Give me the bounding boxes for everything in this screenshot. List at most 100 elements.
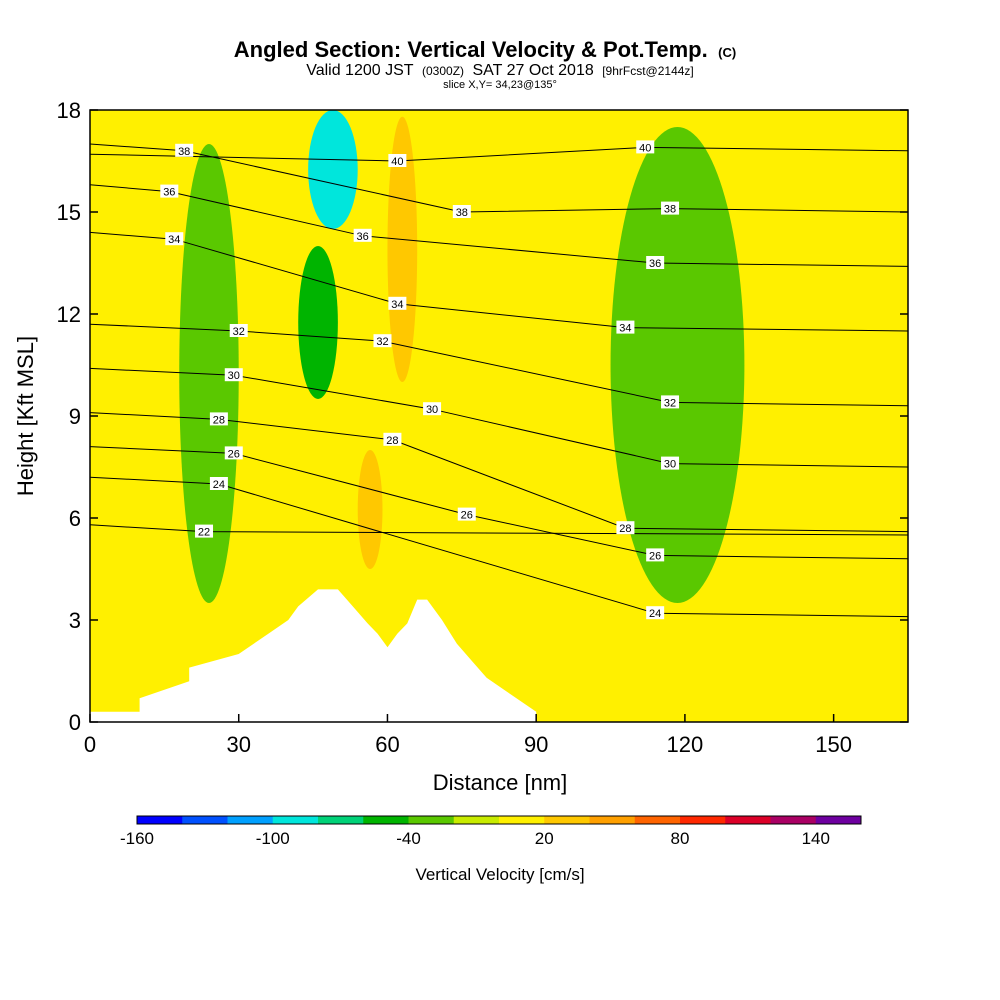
colorbar-swatch bbox=[272, 816, 319, 824]
isentrope-label: 26 bbox=[457, 507, 476, 522]
colorbar-swatch bbox=[634, 816, 681, 824]
title-unit: (C) bbox=[718, 45, 736, 60]
isentrope-label: 32 bbox=[373, 334, 392, 348]
isentrope-label: 24 bbox=[646, 606, 665, 620]
colorbar-swatch bbox=[499, 816, 545, 824]
colorbar-swatch bbox=[453, 816, 500, 824]
colorbar-swatch bbox=[815, 816, 862, 824]
x-tick-label: 90 bbox=[524, 732, 548, 757]
isentrope-label: 30 bbox=[423, 402, 442, 416]
y-tick-label: 9 bbox=[69, 404, 81, 429]
isentrope-label: 36 bbox=[160, 184, 179, 199]
y-tick-label: 6 bbox=[69, 506, 81, 531]
colorbar-swatch bbox=[770, 816, 817, 824]
colorbar-frame bbox=[136, 815, 862, 825]
isentrope-label-text: 28 bbox=[213, 414, 225, 426]
isentrope-label-text: 26 bbox=[461, 510, 473, 522]
isentrope-label: 40 bbox=[388, 154, 407, 168]
colorbar-swatch bbox=[408, 816, 455, 824]
slice-info: slice X,Y= 34,23@135° bbox=[443, 79, 557, 91]
isentrope-labels: 38 36 34 32 30 28 26 24 22 40 38 36 34 32 30 28 26 40 38 36… bbox=[160, 140, 680, 620]
colorbar-swatch bbox=[544, 816, 590, 824]
isentrope-label-text: 30 bbox=[426, 404, 438, 416]
isentrope-label-text: 22 bbox=[198, 527, 210, 539]
isentrope-label: 26 bbox=[646, 548, 665, 562]
isentrope-label-text: 34 bbox=[391, 299, 403, 311]
y-tick-label: 3 bbox=[69, 608, 81, 633]
y-tick-label: 15 bbox=[57, 200, 81, 225]
isentrope-label: 30 bbox=[224, 368, 243, 382]
valid-date: SAT 27 Oct 2018 bbox=[472, 62, 593, 79]
isentrope-label-text: 30 bbox=[664, 459, 676, 471]
isentrope-line bbox=[90, 476, 908, 618]
isentrope-label-text: 26 bbox=[228, 448, 240, 460]
isentrope-label-text: 36 bbox=[163, 187, 175, 199]
isentrope-label: 28 bbox=[383, 432, 402, 447]
isentrope-label: 34 bbox=[165, 232, 184, 246]
colorbar-tick-label: 140 bbox=[802, 829, 830, 848]
valid-utc: (0300Z) bbox=[422, 64, 464, 78]
colorbar-tick-label: 80 bbox=[671, 829, 690, 848]
x-tick-label: 120 bbox=[667, 732, 704, 757]
isentrope-label-text: 38 bbox=[456, 207, 468, 219]
isentrope-label-text: 38 bbox=[664, 204, 676, 216]
isentrope-label: 32 bbox=[661, 395, 680, 409]
isentrope-label: 34 bbox=[388, 296, 407, 311]
plot-area: 38 36 34 32 30 28 26 24 22 40 38 36 34 32 30 28 26 40 38 36… bbox=[90, 110, 908, 722]
colorbar-swatch bbox=[318, 816, 364, 824]
isentrope-label: 24 bbox=[209, 477, 228, 491]
colorbar-swatch bbox=[363, 816, 409, 824]
x-tick-label: 30 bbox=[226, 732, 250, 757]
isentrope-label-text: 40 bbox=[639, 142, 651, 154]
isentrope-label: 36 bbox=[353, 228, 372, 243]
colorbar-swatch bbox=[589, 816, 636, 824]
x-tick-label: 60 bbox=[375, 732, 399, 757]
isentrope-label-text: 32 bbox=[664, 397, 676, 409]
y-tick-label: 12 bbox=[57, 302, 81, 327]
colorbar-tick-label: -40 bbox=[396, 829, 421, 848]
terrain bbox=[90, 589, 537, 722]
colorbar-tick-label: 20 bbox=[535, 829, 554, 848]
isentrope-label-text: 24 bbox=[213, 479, 225, 491]
isentrope-label-text: 38 bbox=[178, 146, 190, 158]
x-axis: 0 30 60 90 120 150 bbox=[84, 714, 852, 757]
colorbar-tick-label: -160 bbox=[120, 829, 154, 848]
velocity-regions bbox=[179, 110, 745, 603]
x-axis-label: Distance [nm] bbox=[433, 770, 568, 795]
isentrope-label-text: 34 bbox=[619, 323, 631, 335]
isentrope-label-text: 28 bbox=[619, 523, 631, 535]
colorbar-swatch bbox=[137, 816, 183, 824]
colorbar-swatch bbox=[680, 816, 726, 824]
x-tick-label: 0 bbox=[84, 732, 96, 757]
velocity-region bbox=[357, 450, 383, 569]
isentrope-line bbox=[90, 146, 908, 162]
svg-text:Valid 1200 JST (0300Z): Valid 1200 JST (0300Z) SAT 27 Oct 2018 [… bbox=[306, 62, 694, 79]
isentrope-label-text: 40 bbox=[391, 156, 403, 168]
isentrope-label: 32 bbox=[229, 324, 248, 338]
forecast-info: [9hrFcst@2144z] bbox=[602, 64, 694, 78]
y-tick-label: 0 bbox=[69, 710, 81, 735]
colorbar-swatch bbox=[227, 816, 274, 824]
isentrope-label-text: 36 bbox=[649, 258, 661, 270]
isentrope-label: 34 bbox=[616, 320, 635, 335]
isentrope-label-text: 32 bbox=[233, 326, 245, 338]
isentrope-label: 30 bbox=[661, 456, 680, 471]
svg-text:Angled Section: Vertical Veloc: Angled Section: Vertical Velocity & Pot.… bbox=[234, 37, 736, 62]
colorbar-ticks: -160 -100 -40 20 80 140 bbox=[120, 829, 830, 848]
isentrope-label-text: 34 bbox=[168, 234, 180, 246]
y-axis-label: Height [Kft MSL] bbox=[13, 336, 38, 496]
chart-title: Angled Section: Vertical Velocity & Pot.… bbox=[234, 37, 708, 62]
colorbar bbox=[136, 815, 862, 825]
isentrope-label: 38 bbox=[661, 201, 680, 216]
valid-prefix: Valid 1200 JST bbox=[306, 62, 414, 79]
y-tick-label: 18 bbox=[57, 98, 81, 123]
colorbar-swatch bbox=[725, 816, 771, 824]
velocity-region bbox=[308, 110, 358, 229]
isentrope-label-text: 36 bbox=[357, 231, 369, 243]
isentrope-label-text: 24 bbox=[649, 608, 661, 620]
velocity-region bbox=[298, 246, 338, 399]
isentrope-label-text: 26 bbox=[649, 550, 661, 562]
isentrope-label: 22 bbox=[195, 524, 214, 539]
